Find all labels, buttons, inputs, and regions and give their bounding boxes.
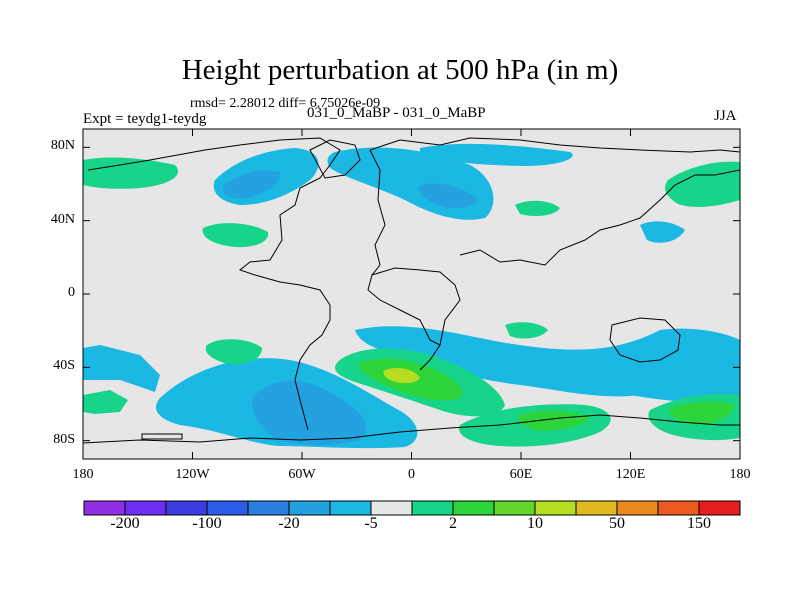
coastline-greenland [309, 139, 361, 179]
colorbar-swatch [616, 500, 659, 516]
siberia-negative-core [418, 183, 478, 209]
colorbar-label: 10 [527, 515, 543, 532]
southern-pacific-negative-core [252, 380, 366, 446]
east-asia-positive [665, 161, 740, 207]
southern-pacific-negative-band [83, 345, 160, 392]
x-tick-label: 180 [729, 467, 751, 482]
coastline-americas [87, 137, 341, 431]
southern-indian-negative [594, 356, 740, 403]
coastline-asia-east [459, 169, 740, 266]
south-pacific-positive-small [205, 339, 262, 365]
colorbar-swatch [534, 500, 577, 516]
colorbar-swatch [657, 500, 700, 516]
chart-title: Height perturbation at 500 hPa (in m) [181, 54, 619, 86]
north-pacific-positive [515, 200, 560, 216]
x-tick-label: 180 [72, 467, 94, 482]
colorbar [83, 500, 741, 516]
coastline-antarctic-island [141, 433, 183, 440]
stats-line: rmsd= 2.28012 diff= 6.75026e-09 [190, 96, 381, 111]
colorbar-label: -20 [278, 515, 300, 532]
coastline-australia [609, 317, 681, 363]
north-pacific-negative [420, 143, 573, 166]
colorbar-label: -200 [110, 515, 140, 532]
coastline-africa [371, 267, 461, 371]
colorbar-swatch [165, 500, 208, 516]
colorbar-label: -100 [192, 515, 222, 532]
southern-atlantic-positive-high [383, 367, 420, 384]
colorbar-swatch [288, 500, 331, 516]
y-tick-label: 40S [53, 358, 75, 374]
x-tick-label: 60E [509, 467, 533, 482]
southern-pacific-west-positive [83, 390, 128, 414]
southern-indian-positive-mid [518, 410, 590, 431]
north-atlantic-negative [222, 170, 281, 199]
x-tick-label: 0 [408, 467, 415, 482]
colorbar-swatch [370, 500, 413, 516]
y-tick-label: 0 [68, 285, 75, 300]
colorbar-label: -5 [364, 515, 378, 532]
colorbar-swatch [575, 500, 618, 516]
y-tick-label: 40N [50, 211, 75, 227]
colorbar-label: 2 [449, 515, 457, 532]
colorbar-swatch [83, 500, 126, 516]
experiment-label: Expt = teydg1-teydg [83, 111, 207, 127]
colorbar-label: 50 [609, 515, 625, 532]
coastline-antarctica [83, 414, 740, 444]
x-tick-label: 60W [288, 467, 316, 482]
y-tick-label: 80N [50, 138, 75, 154]
arctic-positive [83, 157, 179, 189]
x-tick-label: 120E [615, 467, 646, 482]
colorbar-swatch [329, 500, 372, 516]
experiment-names: 031_0_MaBP - 031_0_MaBP [307, 105, 486, 121]
west-pacific-negative [640, 221, 685, 243]
colorbar-swatch [124, 500, 167, 516]
anomaly-fields [83, 143, 740, 449]
x-tick-label: 120W [175, 467, 210, 482]
y-tick-label: 80S [53, 431, 75, 447]
colorbar-swatch [493, 500, 536, 516]
southern-ocean-east-positive-mid [668, 401, 735, 425]
colorbar-swatch [411, 500, 454, 516]
colorbar-swatch [206, 500, 249, 516]
coastlines [83, 137, 740, 444]
season-label: JJA [714, 108, 737, 124]
colorbar-swatch [698, 500, 741, 516]
colorbar-swatch [452, 500, 495, 516]
colorbar-label: 150 [687, 515, 711, 532]
tropical-pacific-positive [505, 322, 548, 339]
colorbar-swatch [247, 500, 290, 516]
north-america-positive [202, 223, 269, 248]
